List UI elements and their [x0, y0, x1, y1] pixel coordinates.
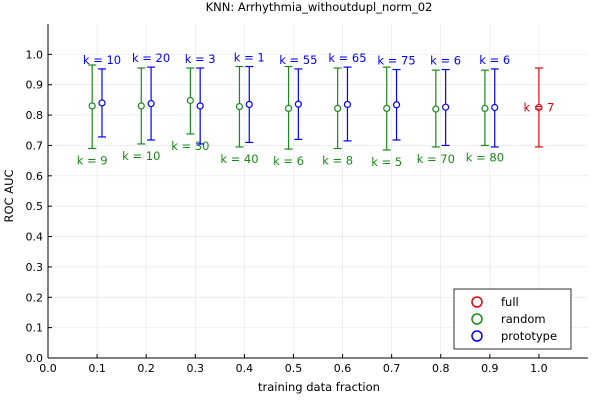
- x-tick-label: 0.8: [432, 362, 450, 375]
- x-axis-label: training data fraction: [258, 380, 380, 394]
- legend: full random prototype: [453, 288, 572, 350]
- data-label: k = 7: [523, 101, 554, 115]
- data-label: k = 30: [171, 139, 209, 153]
- data-point: [235, 102, 244, 111]
- plot-area: 0.0 0.1 0.2 0.3 0.4 0.5 0.6 0.7 0.8 0.9 1.0 0.0 0.1 0…: [26, 24, 588, 375]
- data-point: [98, 99, 106, 107]
- y-tick-label: 0.1: [26, 322, 44, 335]
- data-label: k = 20: [132, 51, 170, 65]
- y-tick-label: 0.0: [26, 352, 44, 365]
- data-label: k = 9: [77, 153, 108, 167]
- y-tick-label: 1.0: [26, 48, 44, 61]
- series-full: k = 7: [523, 67, 554, 148]
- data-point: [88, 102, 96, 110]
- data-point: [383, 104, 391, 113]
- data-point: [294, 100, 302, 108]
- data-point: [392, 101, 401, 109]
- x-tick-label: 0.0: [39, 362, 57, 375]
- data-point: [535, 103, 543, 112]
- legend-marker-random: [471, 313, 483, 325]
- data-label: k = 70: [417, 152, 455, 166]
- data-point: [491, 103, 499, 112]
- y-tick-label: 0.4: [26, 231, 44, 244]
- legend-label-full: full: [501, 295, 519, 309]
- data-label: k = 6: [479, 53, 510, 67]
- legend-label-prototype: prototype: [501, 329, 557, 343]
- data-label: k = 6: [430, 54, 461, 68]
- data-point: [432, 105, 440, 113]
- data-label: k = 5: [371, 155, 402, 169]
- data-label: k = 10: [122, 149, 160, 163]
- data-label: k = 1: [234, 51, 265, 65]
- data-point: [442, 103, 450, 111]
- x-tick-label: 0.9: [481, 362, 499, 375]
- data-label: k = 10: [83, 53, 121, 67]
- data-point: [147, 99, 155, 108]
- data-label: k = 75: [377, 54, 415, 68]
- legend-marker-prototype: [471, 330, 483, 342]
- y-tick-label: 0.9: [26, 79, 44, 92]
- data-point: [284, 104, 293, 113]
- data-point: [343, 100, 352, 109]
- y-tick-label: 0.3: [26, 261, 44, 274]
- data-label: k = 40: [220, 152, 258, 166]
- series-prototype: k = 10 k = 20 k = 3 k = 1 k = 55 k = 65 k = 75…: [83, 51, 510, 148]
- y-tick-label: 0.6: [26, 170, 44, 183]
- y-axis-label: ROC AUC: [2, 169, 16, 222]
- data-point: [334, 104, 342, 113]
- x-tick-label: 0.7: [383, 362, 401, 375]
- data-label: k = 3: [185, 52, 216, 66]
- data-label: k = 55: [279, 53, 317, 67]
- y-tick-label: 0.8: [26, 109, 44, 122]
- data-point: [137, 102, 145, 110]
- data-label: k = 8: [322, 153, 353, 167]
- data-point: [186, 96, 194, 105]
- x-tick-label: 0.5: [285, 362, 303, 375]
- x-tick-label: 0.6: [334, 362, 352, 375]
- y-tick-label: 0.2: [26, 291, 44, 304]
- data-point: [245, 100, 253, 109]
- y-tick-label: 0.5: [26, 200, 44, 213]
- y-tick-label: 0.7: [26, 139, 44, 152]
- data-label: k = 65: [328, 51, 366, 65]
- x-tick-label: 0.4: [236, 362, 254, 375]
- data-point: [196, 102, 204, 110]
- legend-marker-full: [471, 296, 483, 308]
- data-point: [481, 104, 489, 113]
- x-tick-label: 0.1: [88, 362, 106, 375]
- x-tick-label: 0.3: [187, 362, 205, 375]
- data-label: k = 80: [466, 150, 504, 164]
- x-tick-label: 1.0: [530, 362, 548, 375]
- data-label: k = 6: [273, 154, 304, 168]
- series-random: k = 9 k = 10 k = 30 k = 40 k = 6 k = 8 k = 5 k …: [77, 64, 504, 169]
- chart-title: KNN: Arrhythmia_withoutdupl_norm_02: [206, 0, 433, 14]
- x-tick-label: 0.2: [137, 362, 155, 375]
- legend-label-random: random: [501, 312, 546, 326]
